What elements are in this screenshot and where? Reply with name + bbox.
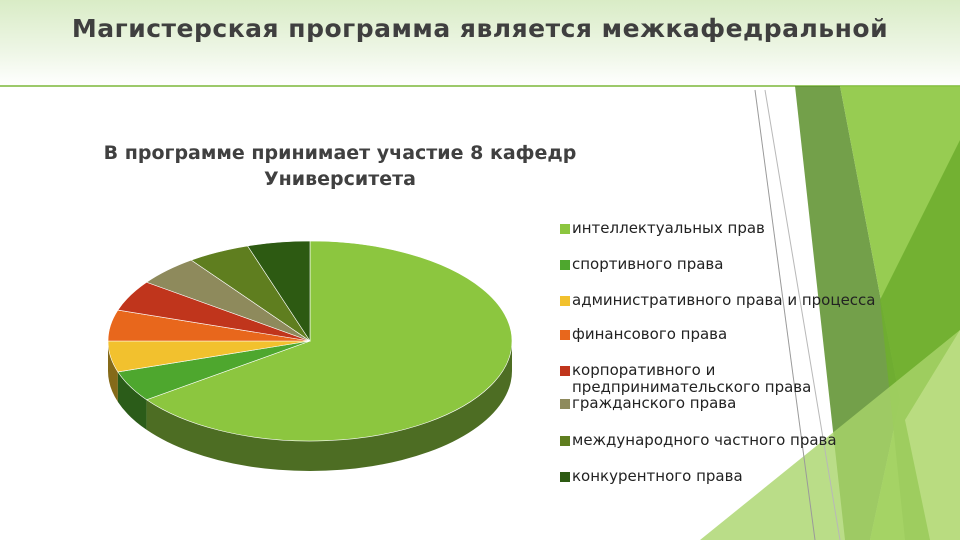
deco-shape <box>905 330 960 540</box>
legend-label: конкурентного права <box>572 467 743 485</box>
legend-label: гражданского права <box>572 394 737 412</box>
slide-title: Магистерская программа является межкафед… <box>71 14 889 43</box>
legend-label: финансового права <box>572 325 728 343</box>
legend-swatch <box>560 224 570 234</box>
pie-slice-side-1 <box>146 341 513 471</box>
chart-title-line-2: Университета <box>264 168 416 190</box>
chart-title: В программе принимает участие 8 кафедр У… <box>80 140 600 192</box>
legend-swatch <box>560 399 570 409</box>
deco-line <box>754 89 816 540</box>
chart-title-line-1: В программе принимает участие 8 кафедр <box>103 142 577 164</box>
legend-label: международного частного права <box>572 431 837 449</box>
legend-swatch <box>560 330 570 340</box>
legend-swatch <box>560 260 570 270</box>
legend-label: спортивного права <box>572 255 724 273</box>
legend-label: корпоративного и предпринимательского пр… <box>572 361 812 396</box>
header-band <box>0 0 960 86</box>
legend-swatch <box>560 436 570 446</box>
pie-slice-side-2 <box>117 371 147 430</box>
legend-label: административного права и процесса <box>572 291 876 309</box>
legend-swatch <box>560 472 570 482</box>
pie-slice-8 <box>247 240 311 343</box>
deco-shape <box>700 330 960 540</box>
legend-swatch <box>560 366 570 376</box>
deco-line <box>764 89 841 540</box>
legend-label: интеллектуальных прав <box>572 219 765 237</box>
legend-swatch <box>560 296 570 306</box>
pie-slice-1 <box>145 240 513 442</box>
pie-slice-side-3 <box>108 341 118 402</box>
